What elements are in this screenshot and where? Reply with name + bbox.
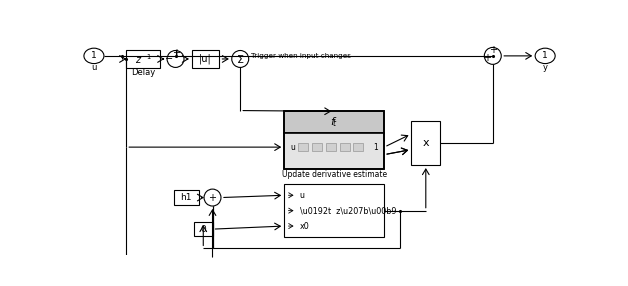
Text: 0: 0 — [200, 225, 206, 234]
FancyBboxPatch shape — [411, 121, 440, 165]
Text: x: x — [423, 138, 429, 148]
Text: x0: x0 — [300, 222, 309, 231]
FancyBboxPatch shape — [192, 50, 219, 68]
FancyBboxPatch shape — [284, 111, 384, 133]
Text: +: + — [483, 53, 490, 63]
Text: +: + — [489, 45, 497, 55]
FancyBboxPatch shape — [174, 190, 198, 205]
Text: u: u — [290, 143, 295, 152]
Text: 1: 1 — [91, 51, 97, 60]
FancyBboxPatch shape — [312, 143, 322, 151]
Text: −: − — [165, 54, 173, 64]
Text: 1: 1 — [373, 143, 378, 152]
Text: $\mathit{f}\!_t$: $\mathit{f}\!_t$ — [330, 115, 338, 129]
Text: $\Sigma$: $\Sigma$ — [236, 53, 244, 65]
Circle shape — [232, 51, 249, 67]
Text: +: + — [171, 48, 180, 58]
FancyBboxPatch shape — [284, 184, 384, 237]
Text: Update derivative estimate: Update derivative estimate — [281, 170, 387, 179]
Text: Trigger when input changes: Trigger when input changes — [251, 53, 351, 59]
FancyBboxPatch shape — [340, 143, 350, 151]
Circle shape — [167, 51, 184, 67]
Text: y: y — [543, 63, 548, 72]
Text: h1: h1 — [181, 193, 192, 202]
Ellipse shape — [84, 48, 104, 63]
Circle shape — [204, 189, 221, 206]
FancyBboxPatch shape — [354, 143, 364, 151]
Text: u: u — [300, 191, 305, 200]
FancyBboxPatch shape — [284, 133, 384, 169]
Text: |u|: |u| — [199, 54, 212, 64]
FancyBboxPatch shape — [126, 50, 160, 68]
Ellipse shape — [535, 48, 555, 63]
Text: \u0192t  z\u207b\u00b9: \u0192t z\u207b\u00b9 — [300, 206, 396, 215]
Text: Delay: Delay — [131, 68, 155, 77]
Text: u: u — [91, 63, 97, 72]
Text: $z^{-1}$: $z^{-1}$ — [135, 52, 152, 66]
FancyBboxPatch shape — [298, 143, 308, 151]
Text: 1: 1 — [542, 51, 548, 60]
Text: +: + — [208, 192, 217, 202]
Circle shape — [484, 47, 501, 64]
FancyBboxPatch shape — [326, 143, 336, 151]
FancyBboxPatch shape — [194, 222, 212, 236]
